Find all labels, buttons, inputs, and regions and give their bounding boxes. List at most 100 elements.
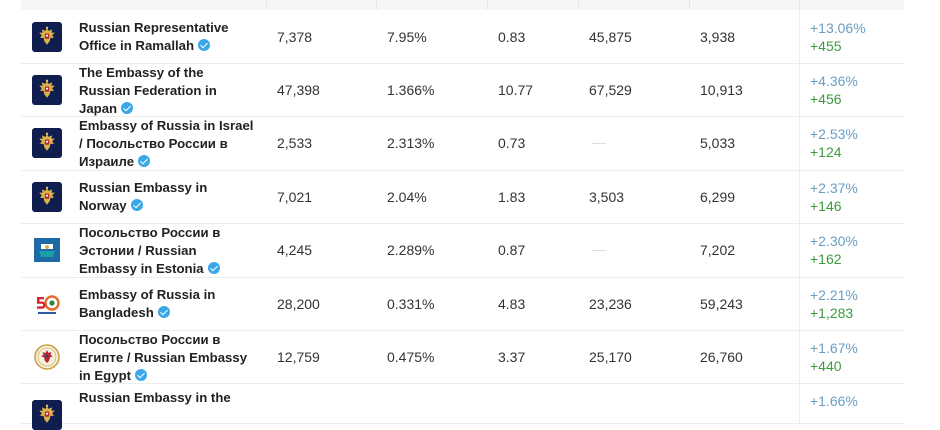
table-row[interactable]: Russian Embassy in Norway 7,021 2.04% 1.83 3… (21, 170, 904, 224)
verified-icon (198, 39, 211, 51)
metric-c3: 1.83 (498, 188, 526, 205)
channel-name: Посольство России в Эстонии / Russian Em… (79, 225, 221, 276)
metric-c2: 0.331% (387, 295, 435, 312)
channel-name-link[interactable]: Russian Embassy in the (79, 389, 257, 407)
table-row[interactable]: Russian Representative Office in Ramalla… (21, 10, 904, 64)
metric-c5: 59,243 (700, 295, 743, 312)
growth-absolute: +146 (810, 197, 842, 214)
growth-cell: +2.30% +162 (810, 232, 858, 268)
table-row[interactable]: Embassy of Russia in Israel / Посольство… (21, 116, 904, 171)
metric-c1: 4,245 (277, 242, 313, 258)
channel-avatar[interactable] (32, 235, 62, 265)
metric-c5: 5,033 (700, 135, 736, 151)
growth-absolute: +440 (810, 357, 842, 374)
table-row[interactable]: The Embassy of the Russian Federation in… (21, 63, 904, 117)
channel-name-link[interactable]: Embassy of Russia in Bangladesh (79, 286, 257, 322)
table-row[interactable]: Embassy of Russia in Bangladesh 28,200 0.3… (21, 277, 904, 331)
metric-c5: 7,202 (700, 242, 736, 258)
column-divider (799, 277, 800, 330)
channel-name: Посольство России в Египте / Russian Emb… (79, 332, 248, 383)
empty-value-dash (592, 250, 606, 251)
growth-percent: +2.37% (810, 179, 858, 196)
growth-cell: +1.67% +440 (810, 339, 858, 375)
emblem-seal-icon (32, 342, 62, 372)
channel-name: The Embassy of the Russian Federation in… (79, 65, 217, 116)
channel-cell: Посольство России в Египте / Russian Emb… (21, 330, 266, 383)
channel-name-link[interactable]: Russian Representative Office in Ramalla… (79, 19, 257, 55)
channel-cell: Посольство России в Эстонии / Russian Em… (21, 223, 266, 277)
empty-value-dash (592, 143, 606, 144)
metric-c3: 0.73 (498, 135, 526, 151)
channel-name: Russian Embassy in the (79, 390, 231, 405)
metric-c2: 2.04% (387, 188, 427, 205)
channel-cell: Embassy of Russia in Israel / Посольство… (21, 116, 266, 170)
metric-c1: 28,200 (277, 295, 320, 312)
channel-avatar[interactable] (32, 128, 62, 158)
metric-c3: 10.77 (498, 81, 534, 98)
eagle-icon (34, 184, 60, 210)
metric-c5: 6,299 (700, 188, 736, 205)
growth-percent: +13.06% (810, 19, 866, 36)
estonia-logo-icon (32, 235, 62, 265)
growth-absolute: +1,283 (810, 304, 854, 321)
metric-c3: 0.87 (498, 242, 526, 258)
channel-name: Russian Embassy in Norway (79, 180, 208, 213)
table-row[interactable]: Russian Embassy in the +1.66% (21, 383, 904, 430)
eagle-icon (34, 130, 60, 156)
channel-name-link[interactable]: Russian Embassy in Norway (79, 179, 257, 215)
channel-avatar[interactable] (32, 182, 62, 212)
growth-absolute: +124 (810, 144, 842, 160)
growth-cell: +13.06% +455 (810, 19, 866, 55)
growth-percent: +1.66% (810, 393, 858, 409)
channel-name: Embassy of Russia in Bangladesh (79, 287, 216, 320)
metric-c5: 3,938 (700, 28, 736, 45)
table-row[interactable]: Посольство России в Эстонии / Russian Em… (21, 223, 904, 278)
channel-avatar[interactable] (32, 400, 62, 430)
anniversary-50-logo-icon (32, 289, 62, 319)
growth-cell: +2.37% +146 (810, 179, 858, 215)
header-divider (487, 0, 488, 10)
metric-c2: 0.475% (387, 348, 435, 365)
verified-icon (130, 199, 143, 211)
metric-c4: 23,236 (589, 295, 632, 312)
metric-c1: 47,398 (277, 81, 320, 98)
column-divider (799, 330, 800, 383)
channel-cell: The Embassy of the Russian Federation in… (21, 63, 266, 116)
table-row[interactable]: Посольство России в Египте / Russian Emb… (21, 330, 904, 384)
metric-c1: 7,378 (277, 28, 313, 45)
metric-c5: 10,913 (700, 81, 743, 98)
metric-c1: 7,021 (277, 188, 313, 205)
verified-icon (138, 155, 151, 167)
channel-name-link[interactable]: The Embassy of the Russian Federation in… (79, 64, 257, 118)
metric-c4: 25,170 (589, 348, 632, 365)
channel-avatar[interactable] (32, 22, 62, 52)
growth-cell: +2.53% +124 (810, 125, 858, 161)
column-divider (799, 10, 800, 63)
verified-icon (121, 102, 134, 114)
header-divider (689, 0, 690, 10)
growth-cell: +1.66% (810, 392, 858, 410)
channel-cell: Russian Embassy in Norway (21, 170, 266, 223)
metric-c5: 26,760 (700, 348, 743, 365)
channel-name-link[interactable]: Посольство России в Египте / Russian Emb… (79, 331, 257, 385)
growth-percent: +2.53% (810, 126, 858, 142)
growth-cell: +2.21% +1,283 (810, 286, 858, 322)
metric-c4: 45,875 (589, 28, 632, 45)
growth-percent: +1.67% (810, 339, 858, 356)
column-divider (799, 63, 800, 116)
metric-c2: 1.366% (387, 81, 435, 98)
growth-percent: +2.21% (810, 286, 858, 303)
channel-name: Embassy of Russia in Israel / Посольство… (79, 118, 254, 169)
channel-name-link[interactable]: Embassy of Russia in Israel / Посольство… (79, 117, 257, 171)
growth-percent: +4.36% (810, 72, 858, 89)
channel-avatar[interactable] (32, 342, 62, 372)
channel-cell: Embassy of Russia in Bangladesh (21, 277, 266, 330)
metric-c1: 12,759 (277, 348, 320, 365)
channel-cell: Russian Embassy in the (21, 383, 266, 430)
channel-avatar[interactable] (32, 75, 62, 105)
column-divider (799, 170, 800, 223)
channel-name-link[interactable]: Посольство России в Эстонии / Russian Em… (79, 224, 257, 278)
eagle-icon (34, 24, 60, 50)
metric-c3: 0.83 (498, 28, 526, 45)
channel-avatar[interactable] (32, 289, 62, 319)
